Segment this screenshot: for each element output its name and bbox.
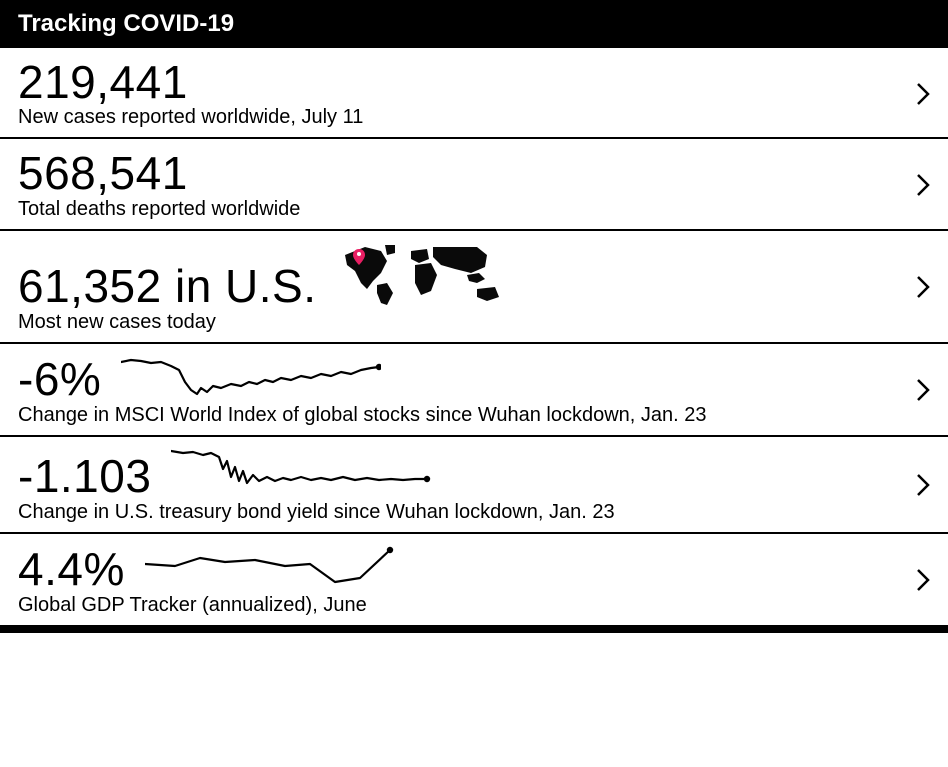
chevron-right-icon	[896, 378, 930, 402]
stat-row-us-cases[interactable]: 61,352 in U.S.Most new cases today	[0, 231, 948, 344]
stat-content: 219,441New cases reported worldwide, Jul…	[18, 58, 896, 129]
stat-row-new-cases[interactable]: 219,441New cases reported worldwide, Jul…	[0, 48, 948, 139]
stat-value: 568,541	[18, 149, 188, 197]
chevron-right-icon	[896, 473, 930, 497]
tracking-widget: Tracking COVID-19 219,441New cases repor…	[0, 0, 948, 633]
stat-label: Most new cases today	[18, 311, 896, 334]
world-map-icon	[337, 241, 507, 311]
chevron-right-icon	[896, 82, 930, 106]
stat-value: 219,441	[18, 58, 188, 106]
chevron-right-icon	[896, 173, 930, 197]
stat-row-treasury[interactable]: -1.103Change in U.S. treasury bond yield…	[0, 437, 948, 534]
chevron-right-icon	[896, 568, 930, 592]
stat-value: -1.103	[18, 452, 151, 500]
stat-label: New cases reported worldwide, July 11	[18, 106, 896, 129]
sparkline	[171, 447, 431, 495]
stat-content: -1.103Change in U.S. treasury bond yield…	[18, 447, 896, 524]
stat-content: 61,352 in U.S.Most new cases today	[18, 241, 896, 334]
stat-row-gdp[interactable]: 4.4%Global GDP Tracker (annualized), Jun…	[0, 534, 948, 633]
chevron-right-icon	[896, 275, 930, 299]
stat-label: Change in U.S. treasury bond yield since…	[18, 501, 896, 524]
sparkline	[121, 354, 381, 398]
sparkline	[145, 544, 405, 588]
stat-content: 568,541Total deaths reported worldwide	[18, 149, 896, 220]
stat-value: 61,352 in U.S.	[18, 262, 317, 310]
stat-label: Total deaths reported worldwide	[18, 198, 896, 221]
stat-label: Change in MSCI World Index of global sto…	[18, 404, 896, 427]
stat-label: Global GDP Tracker (annualized), June	[18, 594, 896, 617]
stat-value: -6%	[18, 355, 101, 403]
stat-row-total-deaths[interactable]: 568,541Total deaths reported worldwide	[0, 139, 948, 230]
stat-content: 4.4%Global GDP Tracker (annualized), Jun…	[18, 544, 896, 617]
widget-header: Tracking COVID-19	[0, 0, 948, 48]
stat-value: 4.4%	[18, 545, 125, 593]
stat-content: -6%Change in MSCI World Index of global …	[18, 354, 896, 427]
widget-title: Tracking COVID-19	[18, 10, 234, 37]
stat-row-msci[interactable]: -6%Change in MSCI World Index of global …	[0, 344, 948, 437]
